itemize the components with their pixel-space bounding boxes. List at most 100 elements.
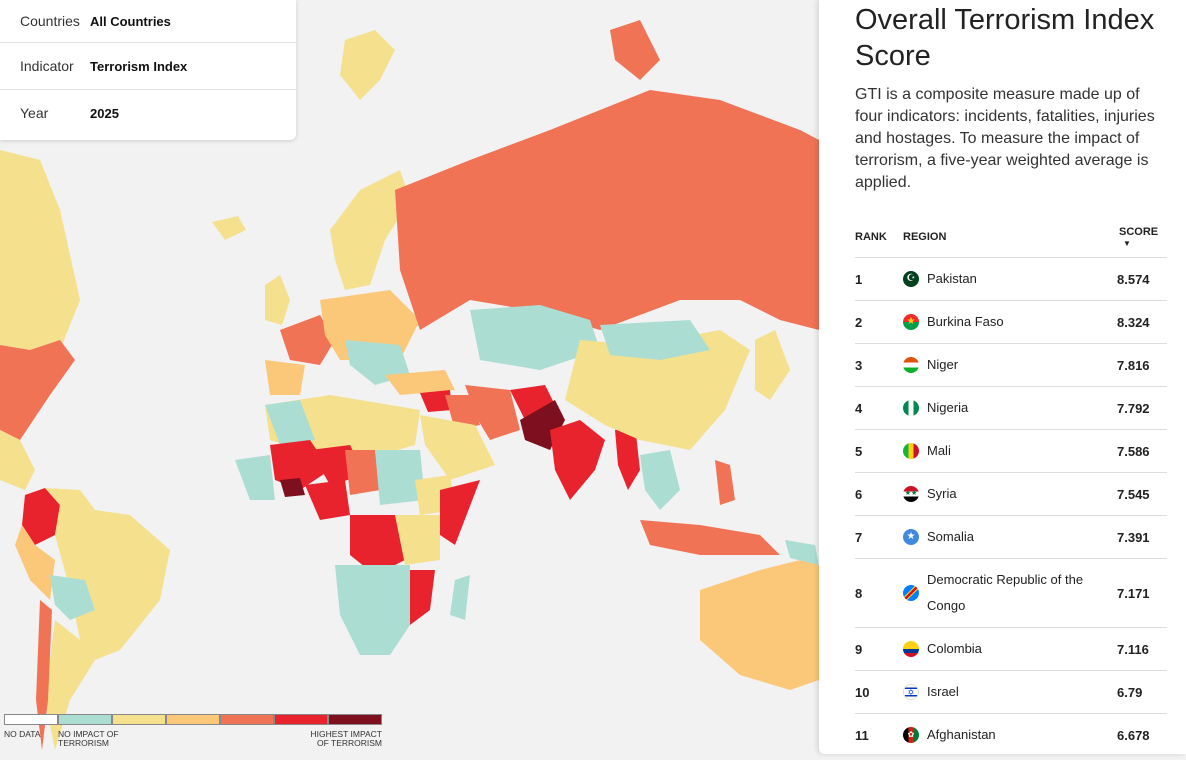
kazakhstan-region[interactable] (470, 305, 600, 370)
filter-countries[interactable]: Countries All Countries (0, 0, 296, 43)
japan-region[interactable] (755, 330, 790, 400)
pakistan-flag-icon: ☪ (903, 271, 919, 287)
row-score: 7.545 (1117, 486, 1150, 502)
legend-swatch-6 (328, 714, 382, 725)
row-region[interactable]: Burkina Faso (927, 314, 1004, 329)
legend-color-scale (4, 714, 382, 725)
philippines-region[interactable] (715, 460, 735, 505)
row-rank: 5 (855, 443, 863, 459)
header-rank: RANK (855, 231, 887, 243)
afghanistan-region[interactable] (510, 385, 555, 420)
nigeria-region[interactable] (305, 480, 350, 520)
row-region[interactable]: Nigeria (927, 400, 969, 415)
row-region[interactable]: Afghanistan (927, 727, 996, 742)
france-region[interactable] (280, 315, 335, 365)
filter-countries-value[interactable]: All Countries (90, 13, 171, 29)
png-region[interactable] (785, 540, 819, 565)
legend-no-data-label: NO DATA (4, 729, 41, 739)
west-africa-region[interactable] (235, 455, 275, 500)
legend-swatch-2 (112, 714, 166, 725)
peru-region[interactable] (15, 525, 55, 600)
brazil-region[interactable] (55, 505, 170, 660)
row-region[interactable]: Pakistan (927, 271, 977, 286)
row-region[interactable]: Colombia (927, 641, 982, 656)
chad-region[interactable] (345, 450, 380, 495)
filter-year[interactable]: Year 2025 (0, 90, 296, 136)
uk-region[interactable] (265, 275, 290, 325)
row-score: 7.116 (1117, 641, 1149, 657)
table-row[interactable]: 1 ☪ Pakistan 8.574 (855, 257, 1167, 300)
legend-highest-impact-label: HIGHEST IMPACT OF TERRORISM (310, 729, 382, 748)
row-region[interactable]: Syria (927, 486, 957, 501)
mongolia-region[interactable] (600, 320, 710, 360)
usa-region[interactable] (0, 340, 75, 440)
filter-year-label: Year (20, 105, 49, 121)
burkina-region[interactable] (280, 478, 305, 497)
row-rank: 7 (855, 529, 863, 545)
table-row[interactable]: 8 Democratic Republic of the Congo 7.171 (855, 558, 1167, 627)
row-region[interactable]: Mali (927, 443, 951, 458)
venezuela-region[interactable] (45, 488, 95, 510)
somalia-flag-icon: ★ (903, 529, 919, 545)
filter-panel: Countries All Countries Indicator Terror… (0, 0, 296, 140)
table-row[interactable]: 10 ✡ Israel 6.79 (855, 670, 1167, 713)
table-row[interactable]: 7 ★ Somalia 7.391 (855, 515, 1167, 558)
iran-region[interactable] (465, 385, 520, 440)
row-region[interactable]: Democratic Republic of the Congo (927, 572, 1084, 613)
legend-swatch-3 (166, 714, 220, 725)
india-region[interactable] (550, 420, 605, 500)
bolivia-region[interactable] (50, 575, 95, 620)
table-row[interactable]: 11 ✿ Afghanistan 6.678 (855, 713, 1167, 756)
spain-region[interactable] (265, 360, 305, 395)
mexico-region[interactable] (0, 430, 35, 490)
header-score[interactable]: SCORE ▼ (1119, 226, 1159, 248)
table-row[interactable]: 4 Nigeria 7.792 (855, 386, 1167, 429)
china-region[interactable] (565, 330, 750, 450)
saudi-region[interactable] (420, 415, 495, 480)
drc-region[interactable] (350, 515, 405, 575)
turkey-region[interactable] (385, 370, 455, 395)
russia-east-region[interactable] (610, 20, 660, 80)
central-europe-region[interactable] (320, 290, 420, 360)
southern-africa-region[interactable] (335, 565, 410, 655)
syria-region[interactable] (420, 390, 452, 412)
se-asia-region[interactable] (640, 450, 680, 510)
table-row[interactable]: 9 Colombia 7.116 (855, 627, 1167, 670)
nigeria-flag-icon (903, 400, 919, 416)
sort-desc-icon[interactable]: ▼ (1123, 239, 1131, 248)
row-rank: 11 (855, 727, 869, 743)
map-legend: NO DATA NO IMPACT OF TERRORISM HIGHEST I… (4, 714, 382, 748)
filter-year-value[interactable]: 2025 (90, 105, 119, 121)
row-score: 6.678 (1117, 727, 1150, 743)
canada-region[interactable] (0, 150, 80, 350)
algeria-region[interactable] (265, 400, 315, 445)
sudan-region[interactable] (375, 450, 425, 505)
table-row[interactable]: 2 ★ Burkina Faso 8.324 (855, 300, 1167, 343)
table-row[interactable]: 3 Niger 7.816 (855, 343, 1167, 386)
panel-title: Overall Terrorism Index Score (855, 4, 1155, 72)
indonesia-region[interactable] (640, 520, 780, 555)
mali-flag-icon (903, 443, 919, 459)
colombia-region[interactable] (22, 488, 60, 545)
row-region[interactable]: Somalia (927, 529, 974, 544)
scandinavia-region[interactable] (330, 170, 410, 290)
east-africa-region[interactable] (395, 515, 440, 565)
filter-indicator[interactable]: Indicator Terrorism Index (0, 43, 296, 90)
table-row[interactable]: 6 ★★ Syria 7.545 (855, 472, 1167, 515)
row-region[interactable]: Niger (927, 357, 959, 372)
balkans-region[interactable] (345, 340, 410, 385)
drc-flag-icon (903, 585, 919, 601)
mozambique-region[interactable] (410, 570, 435, 625)
row-region[interactable]: Israel (927, 684, 959, 699)
australia-region[interactable] (700, 560, 819, 690)
madagascar-region[interactable] (450, 575, 470, 620)
table-row[interactable]: 5 Mali 7.586 (855, 429, 1167, 472)
myanmar-region[interactable] (615, 425, 640, 490)
iceland-region[interactable] (212, 216, 246, 240)
row-rank: 4 (855, 400, 863, 416)
russia-region[interactable] (395, 90, 819, 330)
filter-indicator-value[interactable]: Terrorism Index (90, 58, 188, 74)
chile-region[interactable] (36, 600, 52, 750)
somalia-region[interactable] (440, 480, 480, 545)
greenland-region[interactable] (340, 30, 395, 100)
